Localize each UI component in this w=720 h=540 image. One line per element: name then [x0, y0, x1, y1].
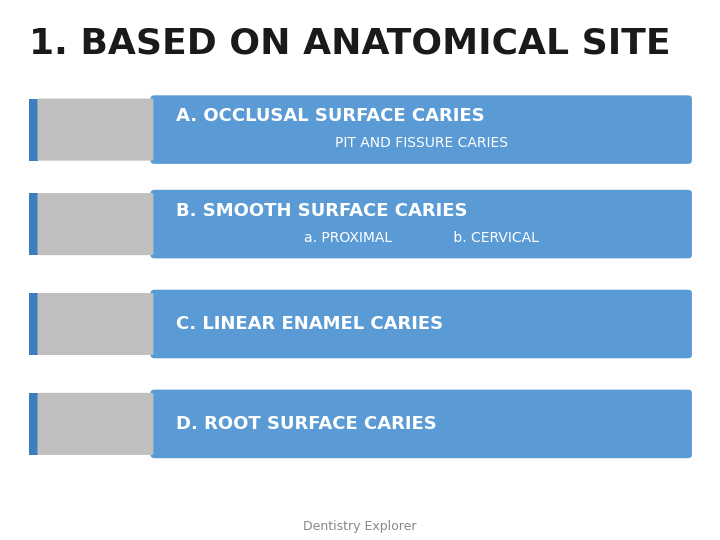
FancyBboxPatch shape	[150, 190, 692, 259]
Text: PIT AND FISSURE CARIES: PIT AND FISSURE CARIES	[335, 136, 508, 150]
FancyBboxPatch shape	[37, 193, 153, 255]
Text: C. LINEAR ENAMEL CARIES: C. LINEAR ENAMEL CARIES	[176, 315, 444, 333]
Text: a. PROXIMAL              b. CERVICAL: a. PROXIMAL b. CERVICAL	[304, 231, 539, 245]
Bar	[29, 193, 38, 255]
FancyBboxPatch shape	[37, 393, 153, 455]
Text: 1. BASED ON ANATOMICAL SITE: 1. BASED ON ANATOMICAL SITE	[29, 27, 670, 61]
FancyBboxPatch shape	[150, 390, 692, 458]
FancyBboxPatch shape	[150, 289, 692, 359]
FancyBboxPatch shape	[37, 293, 153, 355]
Bar	[29, 98, 38, 160]
FancyBboxPatch shape	[150, 95, 692, 164]
FancyBboxPatch shape	[37, 98, 153, 160]
Bar	[29, 293, 38, 355]
Bar	[29, 393, 38, 455]
Text: A. OCCLUSAL SURFACE CARIES: A. OCCLUSAL SURFACE CARIES	[176, 107, 485, 125]
Text: Dentistry Explorer: Dentistry Explorer	[303, 520, 417, 533]
Text: B. SMOOTH SURFACE CARIES: B. SMOOTH SURFACE CARIES	[176, 201, 468, 220]
Text: D. ROOT SURFACE CARIES: D. ROOT SURFACE CARIES	[176, 415, 437, 433]
